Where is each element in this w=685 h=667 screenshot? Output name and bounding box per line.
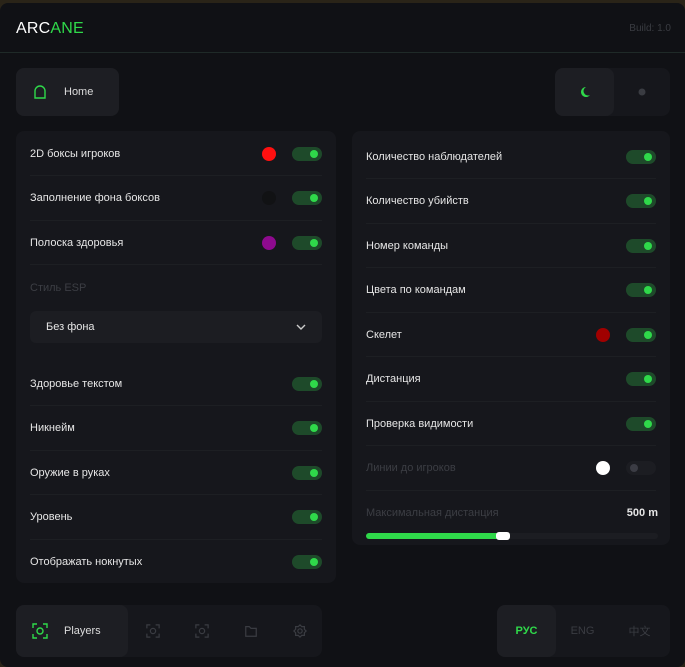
toggle-switch[interactable] [626, 327, 656, 342]
color-picker[interactable] [596, 461, 610, 475]
color-picker[interactable] [262, 146, 276, 161]
setting-label: Полоска здоровья [30, 236, 124, 249]
setting-label: Оружие в руках [30, 466, 110, 479]
color-picker[interactable] [596, 327, 610, 342]
view-tab[interactable] [189, 605, 215, 657]
toggle-switch[interactable] [626, 194, 656, 208]
setting-row: Дистанция [366, 358, 656, 402]
language-label: РУС [515, 625, 538, 637]
setting-label: Здоровье текстом [30, 377, 123, 390]
moon-icon [578, 85, 592, 99]
gear-icon [293, 624, 307, 638]
home-tab[interactable]: Home [16, 68, 119, 116]
light-theme-button[interactable] [614, 68, 670, 116]
setting-row: Количество убийств [366, 180, 656, 224]
setting-row: Проверка видимости [366, 402, 656, 446]
setting-label: Уровень [30, 511, 73, 523]
toggle-switch[interactable] [626, 149, 656, 164]
toggle-switch[interactable] [292, 510, 322, 524]
logo-text-white: ARC [16, 20, 51, 37]
setting-label: Количество убийств [366, 195, 469, 207]
setting-label: 2D боксы игроков [30, 147, 121, 160]
toggle-switch[interactable] [292, 555, 322, 569]
toggle-switch[interactable] [626, 283, 656, 297]
color-picker[interactable] [262, 191, 276, 205]
slider-value: 500 m [626, 507, 658, 519]
setting-row: 2D боксы игроков [30, 132, 322, 176]
home-icon [32, 84, 48, 100]
setting-label: Количество наблюдателей [366, 150, 503, 163]
setting-row: Заполнение фона боксов [30, 177, 322, 221]
setting-row: Линии до игроков [366, 447, 656, 491]
language-0[interactable]: РУС [497, 605, 556, 657]
toggle-switch[interactable] [292, 465, 322, 480]
aim-target-icon [146, 624, 160, 638]
toggle-switch[interactable] [292, 376, 322, 391]
toggle-switch[interactable] [292, 146, 322, 161]
toggle-switch[interactable] [626, 372, 656, 386]
toggle-switch[interactable] [292, 191, 322, 205]
slider-handle[interactable] [496, 532, 511, 540]
setting-row: Скелет [366, 313, 656, 357]
setting-label: Проверка видимости [366, 417, 474, 430]
max-distance-slider[interactable] [366, 532, 658, 540]
setting-row: Количество наблюдателей [366, 135, 656, 179]
setting-row: Полоска здоровья [30, 221, 322, 265]
sun-icon [636, 86, 648, 98]
settings-tab[interactable] [287, 605, 313, 657]
players-tab[interactable]: Players [16, 605, 128, 657]
setting-row: Никнейм [30, 407, 322, 451]
configs-tab[interactable] [238, 605, 264, 657]
build-version: Build: 1.0 [629, 23, 671, 34]
dropdown-value: Без фона [46, 321, 95, 333]
header: ARCANE Build: 1.0 [0, 3, 685, 53]
slider-title: Максимальная дистанция [366, 507, 499, 519]
home-label: Home [64, 86, 94, 98]
right-settings-panel [352, 131, 670, 545]
language-1[interactable]: ENG [554, 605, 611, 657]
setting-row: Оружие в руках [30, 451, 322, 495]
dark-theme-button[interactable] [555, 68, 614, 116]
toggle-switch[interactable] [626, 238, 656, 253]
folder-icon [244, 624, 258, 638]
setting-row: Цвета по командам [366, 269, 656, 313]
toggle-switch[interactable] [292, 235, 322, 250]
setting-row: Уровень [30, 496, 322, 540]
app-window: ARCANE Build: 1.0 Home Players 2D боксы … [0, 3, 685, 667]
toggle-switch[interactable] [292, 421, 322, 435]
esp-style-dropdown[interactable]: Без фона [30, 311, 322, 343]
setting-label: Заполнение фона боксов [30, 192, 160, 204]
language-2[interactable]: 中文 [611, 605, 668, 657]
setting-row: Здоровье текстом [30, 362, 322, 406]
toggle-switch[interactable] [626, 461, 656, 475]
setting-label: Дистанция [366, 373, 421, 385]
setting-row: Номер команды [366, 224, 656, 268]
toggle-switch[interactable] [626, 416, 656, 431]
esp-style-label: Стиль ESP [30, 282, 87, 294]
setting-label: Линии до игроков [366, 462, 456, 474]
setting-label: Скелет [366, 328, 402, 341]
players-label: Players [64, 625, 101, 637]
view-target-icon [195, 624, 209, 638]
aim-tab[interactable] [140, 605, 166, 657]
setting-row: Отображать нокнутых [30, 540, 322, 584]
setting-label: Никнейм [30, 422, 75, 434]
setting-label: Номер команды [366, 239, 449, 252]
setting-label: Отображать нокнутых [30, 556, 143, 568]
players-target-icon [32, 623, 48, 639]
setting-label: Цвета по командам [366, 284, 466, 296]
chevron-down-icon [296, 324, 306, 330]
left-settings-panel [16, 131, 336, 583]
language-label: ENG [570, 625, 595, 637]
color-picker[interactable] [262, 235, 276, 250]
slider-label: Максимальная дистанция 500 m [366, 491, 658, 535]
slider-fill [366, 533, 504, 539]
logo-text-green: ANE [50, 20, 84, 37]
language-label: 中文 [628, 626, 651, 638]
logo: ARCANE [16, 20, 84, 38]
